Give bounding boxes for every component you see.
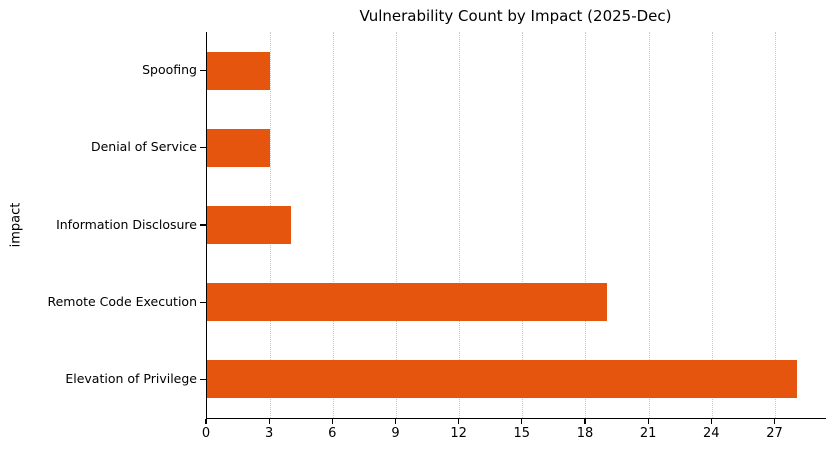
x-tick-label: 6 — [328, 426, 337, 441]
gridline — [711, 32, 713, 418]
x-tick-mark — [394, 419, 397, 424]
x-tick-mark — [268, 419, 270, 424]
y-tick-label: Remote Code Execution — [47, 293, 197, 309]
x-tick-label: 0 — [201, 426, 211, 441]
bar-spoofing — [207, 51, 271, 90]
gridline — [522, 32, 524, 418]
gridline — [459, 32, 461, 418]
x-tick-label: 12 — [450, 426, 467, 441]
x-tick-mark — [710, 419, 712, 424]
x-tick-mark — [647, 419, 649, 424]
y-tick-mark — [200, 224, 206, 226]
y-tick-label: Denial of Service — [90, 139, 197, 155]
bar-elevation-of-privilege — [207, 360, 797, 399]
x-tick-mark — [521, 419, 523, 424]
bar-information-disclosure — [207, 206, 292, 244]
gridline — [332, 32, 334, 418]
x-tick-label: 9 — [391, 426, 400, 441]
bar-remote-code-execution — [207, 283, 608, 322]
x-tick-label: 21 — [639, 426, 657, 441]
y-tick-mark — [200, 147, 206, 149]
x-tick-mark — [205, 419, 207, 424]
x-tick-label: 3 — [265, 426, 274, 441]
gridline — [774, 32, 776, 418]
x-tick-mark — [584, 419, 586, 424]
plot-area — [206, 32, 826, 419]
gridline — [585, 32, 587, 418]
chart-title: Vulnerability Count by Impact (2025-Dec) — [359, 7, 672, 25]
y-tick-mark — [200, 301, 206, 303]
y-tick-mark — [200, 378, 206, 380]
y-tick-label: Elevation of Privilege — [65, 370, 197, 386]
gridline — [395, 32, 397, 418]
y-tick-mark — [200, 70, 206, 72]
gridline — [648, 32, 650, 418]
x-tick-label: 18 — [576, 426, 594, 441]
y-tick-label: Information Disclosure — [56, 216, 197, 232]
x-tick-label: 27 — [766, 426, 783, 441]
x-tick-mark — [458, 419, 460, 424]
x-tick-label: 15 — [513, 426, 531, 441]
x-tick-label: 24 — [703, 426, 720, 441]
x-tick-mark — [331, 419, 333, 424]
y-tick-label: Spoofing — [142, 62, 197, 78]
x-tick-mark — [773, 419, 776, 424]
bar-denial-of-service — [207, 128, 271, 167]
